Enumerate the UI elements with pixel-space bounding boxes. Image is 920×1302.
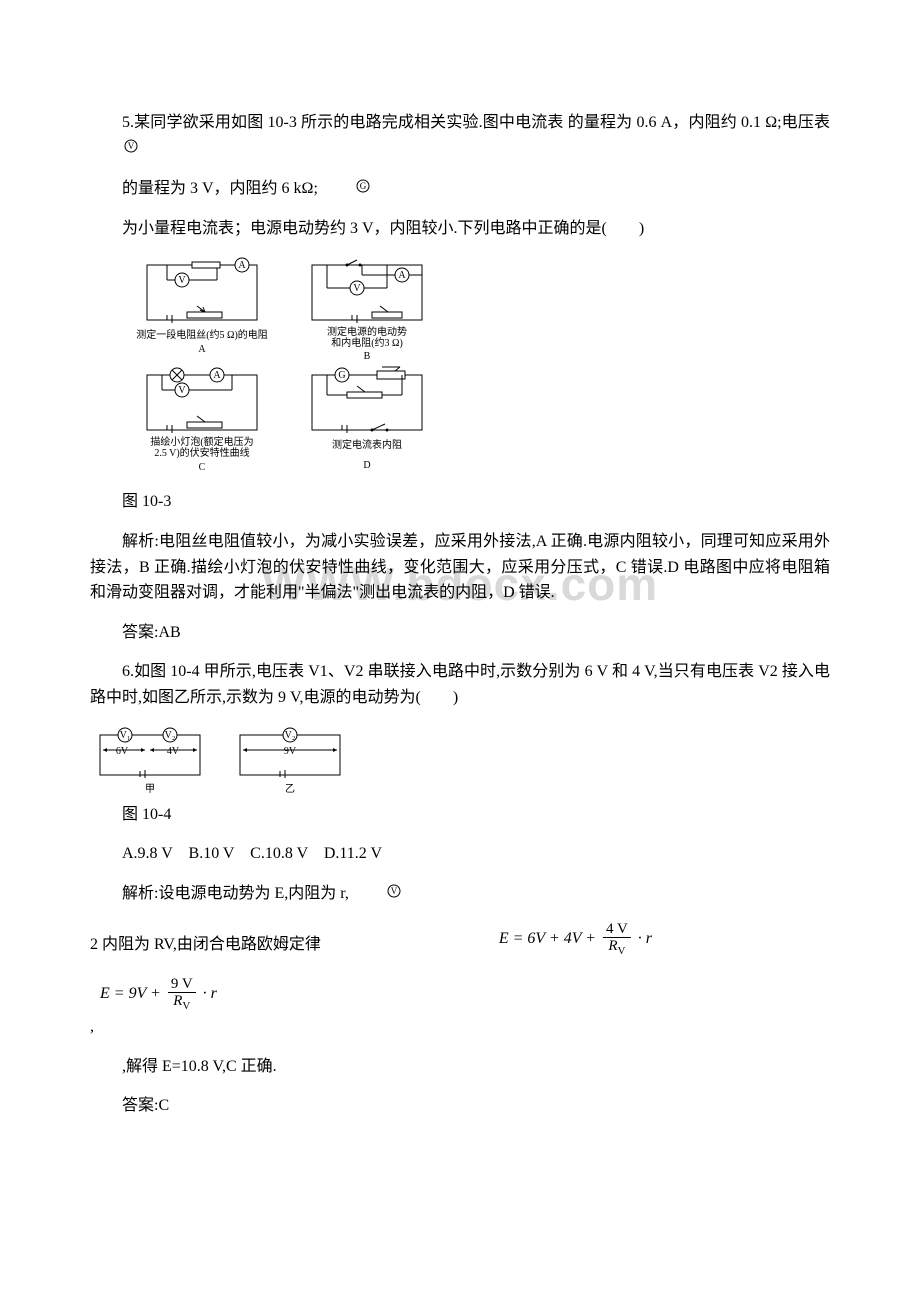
q5-analysis: 解析:电阻丝电阻值较小，为减小实验误差，应采用外接法,A 正确.电源内阻较小，同…	[90, 529, 830, 606]
svg-text:B: B	[364, 351, 371, 362]
svg-text:V: V	[128, 141, 135, 151]
q6-options: A.9.8 V B.10 V C.10.8 V D.11.2 V	[90, 841, 830, 867]
formula1-lhs: E = 6V + 4V +	[499, 930, 596, 947]
formula1-den-sub: V	[618, 945, 626, 957]
g-meter-icon: G	[322, 176, 372, 202]
svg-text:测定一段电阻丝(约5 Ω)的电阻: 测定一段电阻丝(约5 Ω)的电阻	[136, 328, 268, 341]
svg-text:V: V	[391, 886, 398, 896]
q5-line2: 的量程为 3 V，内阻约 6 kΩ; G	[90, 176, 830, 202]
q6-analysis-prefix-text: 解析:设电源电动势为 E,内阻为 r,	[122, 885, 349, 902]
fig-10-3-label: 图 10-3	[90, 489, 830, 515]
svg-text:4V: 4V	[167, 746, 180, 757]
formula2-tail: · r	[203, 984, 217, 1001]
formula1-num: 4 V	[603, 921, 631, 939]
svg-text:测定电源的电动势: 测定电源的电动势	[327, 325, 407, 338]
figure-10-4: V₁ V₂ 6V 4V 甲 V₂	[90, 725, 830, 800]
svg-text:测定电流表内阻: 测定电流表内阻	[332, 438, 402, 451]
svg-text:V₂: V₂	[285, 730, 296, 741]
svg-text:2.5 V)的伏安特性曲线: 2.5 V)的伏安特性曲线	[154, 446, 249, 459]
svg-text:A: A	[213, 370, 221, 381]
svg-text:V: V	[178, 275, 186, 286]
svg-text:V₂: V₂	[165, 730, 176, 741]
fig-10-4-svg: V₁ V₂ 6V 4V 甲 V₂	[90, 725, 360, 800]
svg-text:乙: 乙	[285, 783, 295, 795]
q6-line2-lead: 2 内阻为 RV,由闭合电路欧姆定律	[90, 932, 321, 958]
svg-text:G: G	[360, 181, 367, 191]
v-meter-icon: V	[90, 136, 140, 162]
formula-2: E = 9V + 9 V RV · r	[100, 976, 830, 1013]
svg-text:A: A	[398, 270, 406, 281]
formula2-den-r: R	[173, 993, 182, 1009]
formula1-den-r: R	[608, 938, 617, 954]
svg-text:C: C	[199, 462, 206, 473]
svg-text:G: G	[338, 370, 345, 381]
q6-solve: ,解得 E=10.8 V,C 正确.	[90, 1054, 830, 1080]
q6-answer: 答案:C	[90, 1093, 830, 1119]
formula2-num: 9 V	[168, 976, 196, 994]
fig-10-4-label: 图 10-4	[90, 802, 830, 828]
q6-body: 6.如图 10-4 甲所示,电压表 V1、V2 串联接入电路中时,示数分别为 6…	[90, 659, 830, 710]
svg-text:A: A	[198, 344, 206, 355]
svg-text:D: D	[363, 460, 370, 471]
svg-text:甲: 甲	[145, 784, 155, 795]
formula-1: E = 6V + 4V + 4 V RV · r	[321, 921, 830, 958]
svg-text:9V: 9V	[284, 746, 297, 757]
formula1-frac: 4 V RV	[603, 921, 631, 958]
v-meter-icon-2: V	[353, 881, 403, 907]
formula1-tail: · r	[638, 930, 652, 947]
q5-line1: 5.某同学欲采用如图 10-3 所示的电路完成相关实验.图中电流表 的量程为 0…	[90, 110, 830, 162]
q5-line3: 为小量程电流表；电源电动势约 3 V，内阻较小.下列电路中正确的是( )	[90, 216, 830, 242]
svg-text:6V: 6V	[116, 746, 129, 757]
formula2-lhs: E = 9V +	[100, 984, 161, 1001]
q5-answer: 答案:AB	[90, 620, 830, 646]
formula2-den: RV	[168, 993, 196, 1012]
formula-2-row: E = 9V + 9 V RV · r	[90, 976, 830, 1013]
q6-analysis-prefix: 解析:设电源电动势为 E,内阻为 r, V	[90, 881, 830, 907]
svg-text:V: V	[353, 283, 361, 294]
svg-text:V: V	[178, 385, 186, 396]
circuit-grid-svg: A V 测定一段电阻丝(约5 Ω)的电阻 A A	[132, 255, 452, 485]
svg-text:和内电阻(约3 Ω): 和内电阻(约3 Ω)	[331, 336, 403, 349]
formula2-den-sub: V	[182, 1000, 190, 1012]
svg-text:描绘小灯泡(额定电压为: 描绘小灯泡(额定电压为	[150, 435, 253, 448]
q5-line2-text: 的量程为 3 V，内阻约 6 kΩ;	[122, 180, 318, 197]
svg-text:A: A	[238, 260, 246, 271]
q5-line1-text: 5.某同学欲采用如图 10-3 所示的电路完成相关实验.图中电流表 的量程为 0…	[122, 114, 830, 131]
svg-text:V₁: V₁	[120, 730, 131, 741]
formula1-den: RV	[603, 938, 631, 957]
figure-10-3: A V 测定一段电阻丝(约5 Ω)的电阻 A A	[132, 255, 830, 485]
formula2-frac: 9 V RV	[168, 976, 196, 1013]
q6-comma: ,	[90, 1014, 830, 1040]
